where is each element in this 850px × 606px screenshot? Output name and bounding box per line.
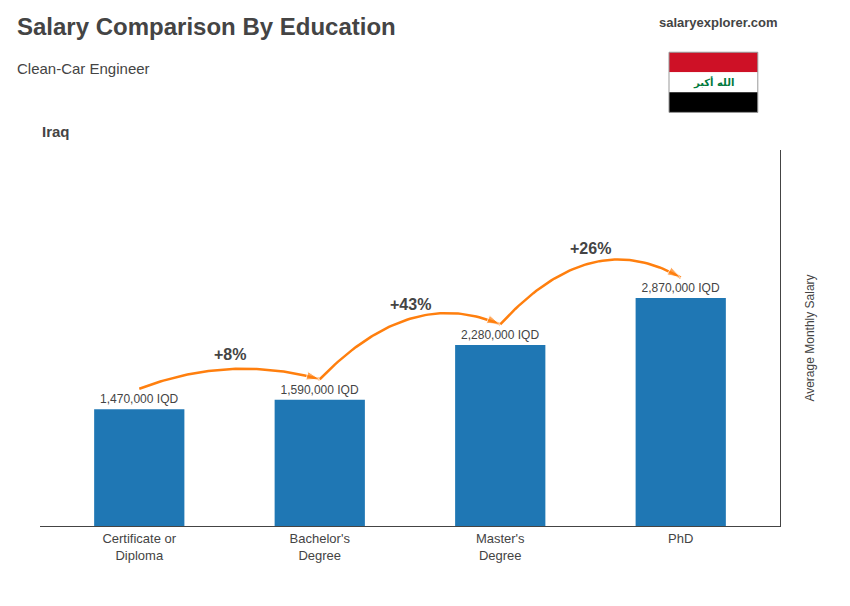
svg-text:1,470,000 IQD: 1,470,000 IQD [100,392,178,406]
svg-text:الله أكبر: الله أكبر [693,76,734,89]
svg-text:1,590,000 IQD: 1,590,000 IQD [281,383,359,397]
svg-text:Master'sDegree: Master'sDegree [476,531,525,563]
svg-text:+43%: +43% [390,296,431,313]
svg-text:Clean-Car Engineer: Clean-Car Engineer [17,60,150,77]
svg-text:+8%: +8% [214,346,246,363]
svg-text:+26%: +26% [570,240,611,257]
svg-text:Salary Comparison By Education: Salary Comparison By Education [17,13,396,40]
svg-text:Average Monthly Salary: Average Monthly Salary [803,274,817,401]
svg-text:PhD: PhD [668,531,693,546]
svg-text:2,870,000 IQD: 2,870,000 IQD [642,281,720,295]
svg-text:Bachelor'sDegree: Bachelor'sDegree [290,531,351,563]
svg-text:Iraq: Iraq [42,123,70,140]
svg-text:Certificate orDiploma: Certificate orDiploma [102,531,176,563]
svg-text:salaryexplorer.com: salaryexplorer.com [659,15,778,30]
svg-text:2,280,000 IQD: 2,280,000 IQD [461,328,539,342]
